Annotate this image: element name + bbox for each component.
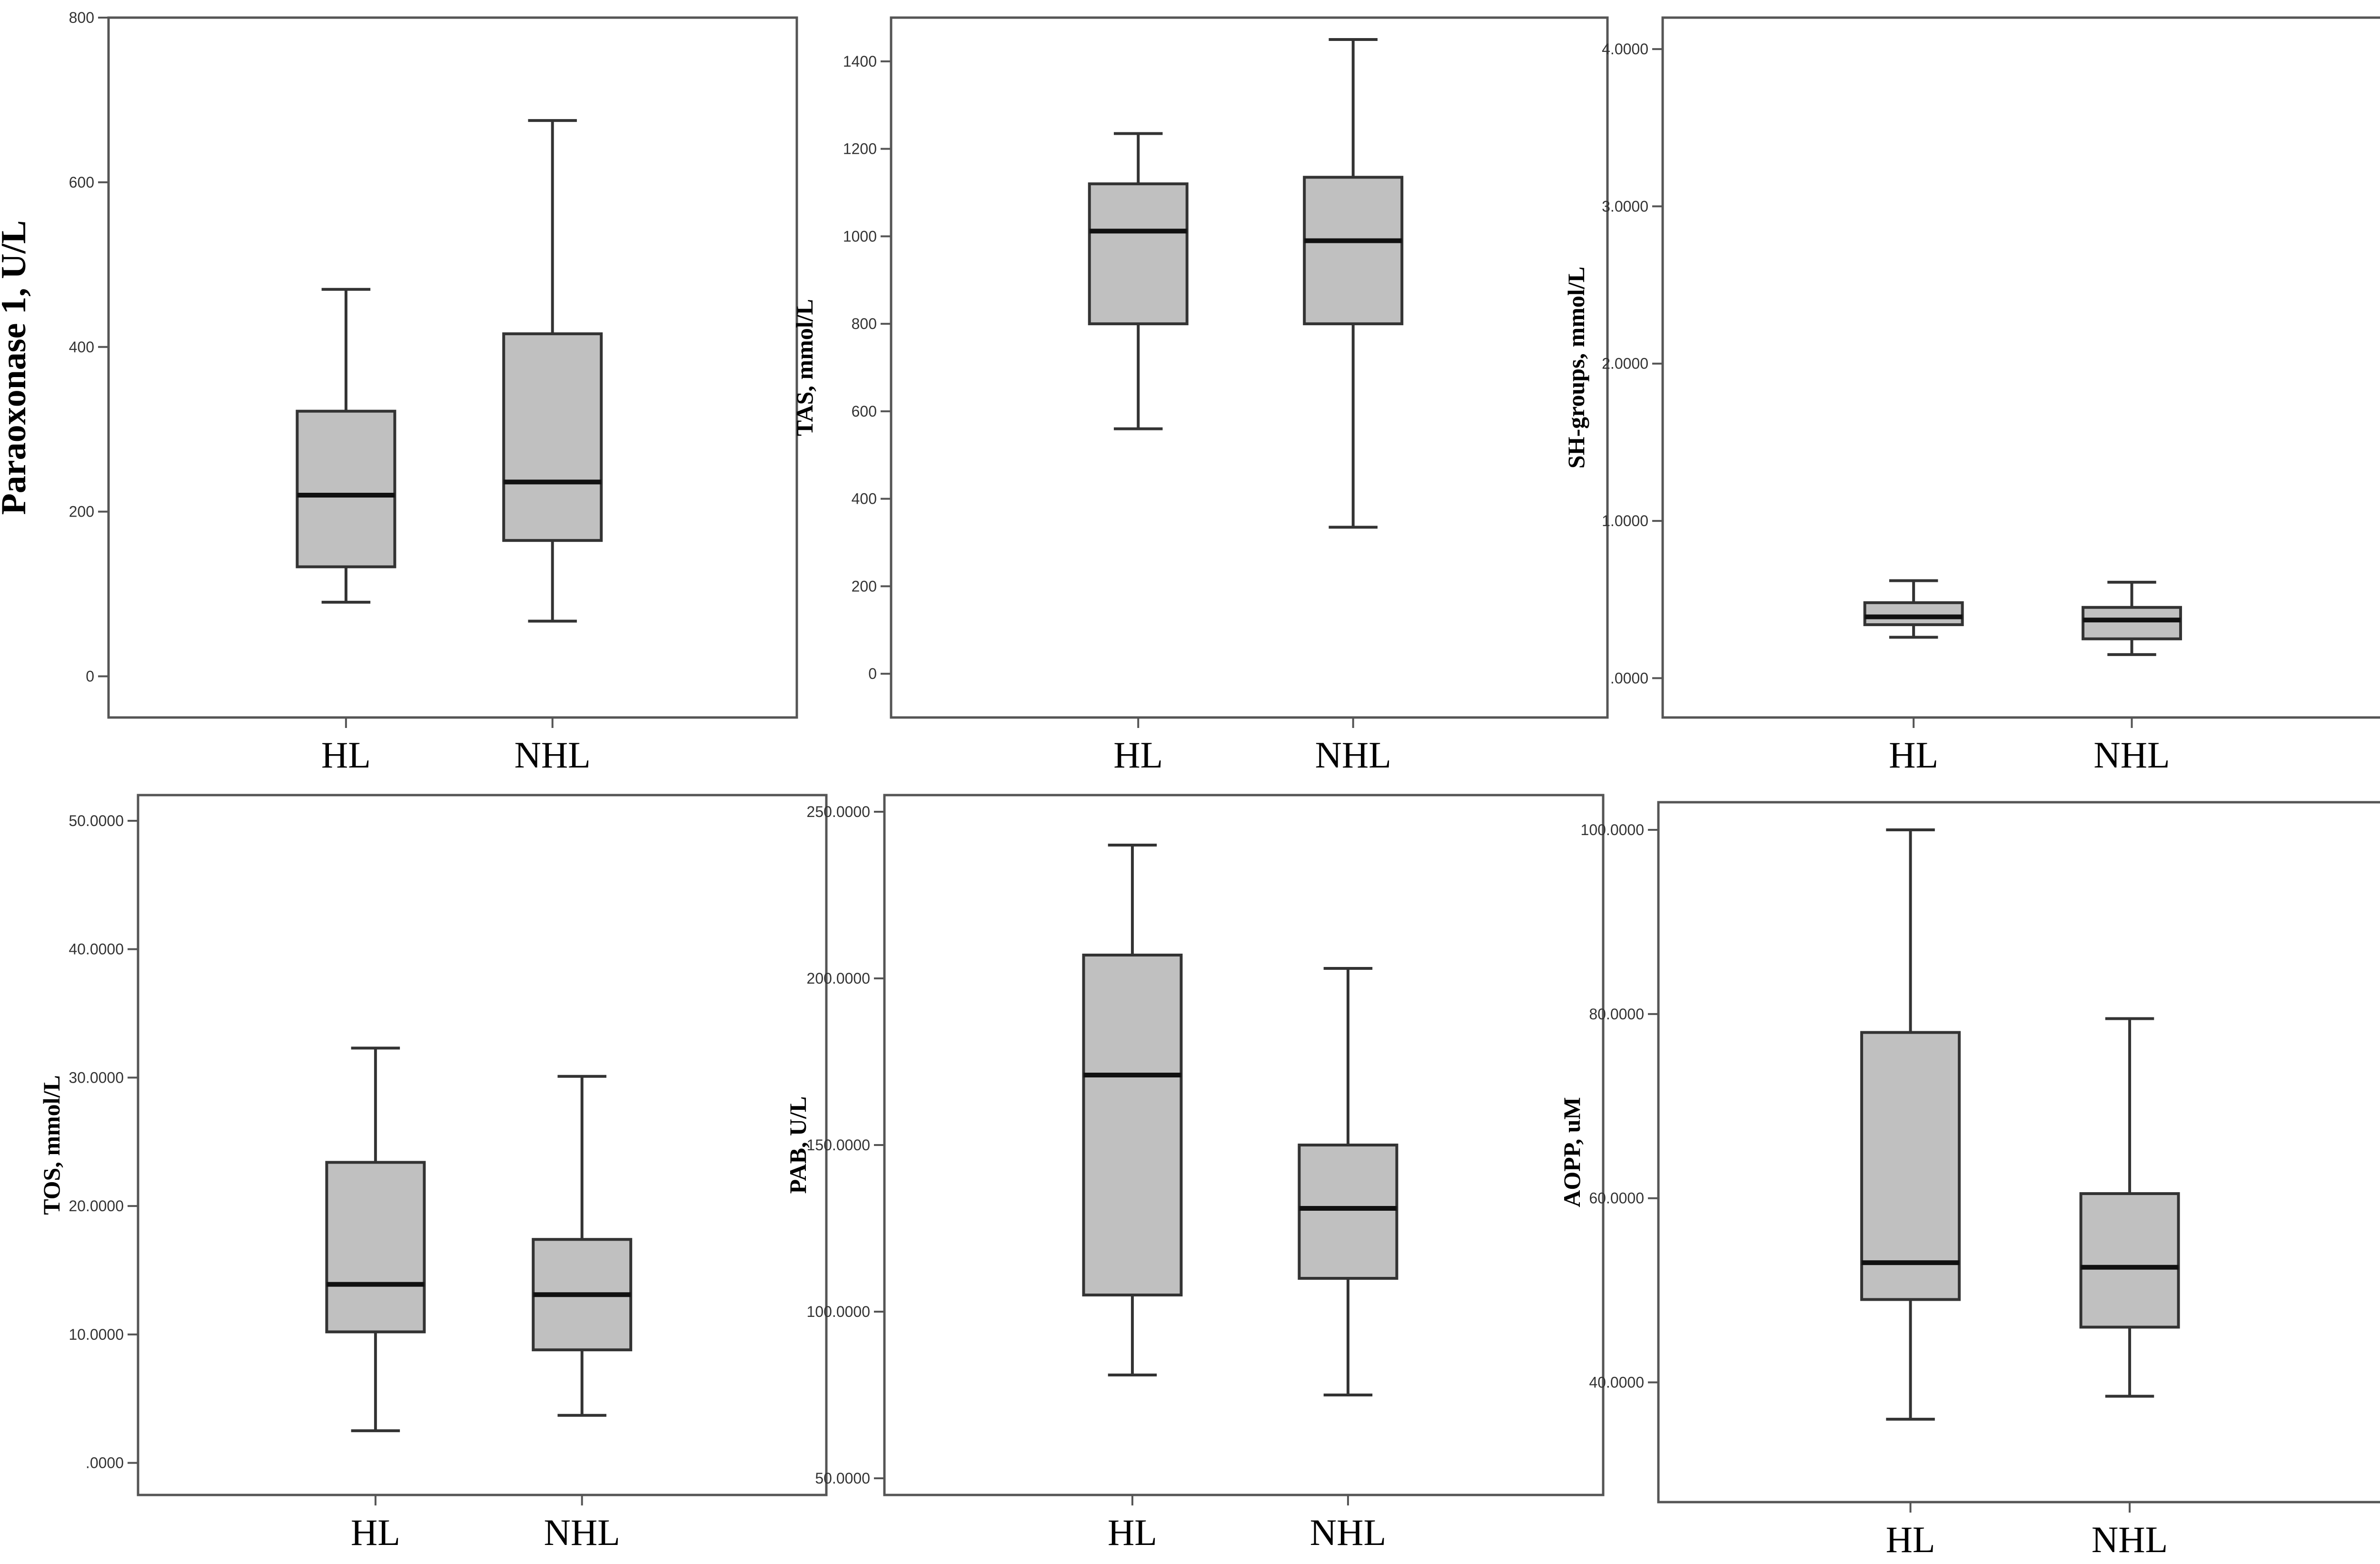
y-tick-label: 4.0000	[1602, 40, 1648, 58]
plot-frame	[107, 16, 798, 719]
plot-frame	[1657, 801, 2380, 1504]
y-axis-label: Paraoxonase 1, U/L	[0, 220, 33, 515]
y-tick-label: 1000	[843, 228, 877, 245]
y-tick-label: 10.0000	[69, 1326, 124, 1343]
iqr-box	[1088, 182, 1189, 326]
box-NHL	[2079, 1017, 2180, 1398]
panel-1: 0 200 400 600 800 Paraoxonase 1, U/L HL NHL	[0, 9, 798, 776]
box-HL	[296, 288, 397, 604]
box-HL	[1863, 579, 1964, 639]
x-category-label: HL	[1113, 734, 1163, 776]
x-category-label: HL	[1108, 1512, 1157, 1553]
x-category-label: NHL	[544, 1512, 620, 1553]
y-tick-label: 100.0000	[1581, 821, 1644, 838]
y-tick-label: 250.0000	[807, 803, 870, 820]
y-tick-label: 200	[69, 503, 94, 520]
y-tick-label: 0	[868, 665, 877, 682]
iqr-box	[1082, 954, 1183, 1296]
y-tick-label: 40.0000	[69, 941, 124, 958]
iqr-box	[502, 332, 603, 542]
plot-frame	[883, 794, 1605, 1496]
y-tick-label: 80.0000	[1589, 1006, 1644, 1023]
iqr-box	[1298, 1144, 1398, 1280]
y-tick-label: 2.0000	[1602, 355, 1648, 372]
panel-4: .0000 10.0000 20.0000 30.0000 40.0000 50.0000…	[38, 794, 828, 1553]
y-tick-label: .0000	[1610, 669, 1648, 687]
box-NHL	[532, 1075, 633, 1417]
x-category-label: HL	[321, 734, 371, 776]
y-tick-label: 400	[852, 490, 877, 508]
y-tick-label: 50.0000	[815, 1470, 870, 1487]
iqr-box	[1860, 1031, 1961, 1301]
x-category-label: NHL	[1310, 1512, 1386, 1553]
box-NHL	[502, 119, 603, 623]
y-tick-label: 3.0000	[1602, 198, 1648, 215]
x-category-label: NHL	[1315, 734, 1391, 776]
box-HL	[1860, 828, 1961, 1421]
iqr-box	[2079, 1192, 2180, 1329]
y-tick-label: 100.0000	[807, 1303, 870, 1320]
y-tick-label: 0	[86, 668, 94, 685]
iqr-box	[325, 1161, 426, 1334]
plot-frame	[137, 794, 828, 1496]
y-tick-label: 1200	[843, 140, 877, 158]
y-tick-label: 40.0000	[1589, 1374, 1644, 1391]
x-category-label: HL	[351, 1512, 400, 1553]
x-category-label: NHL	[2092, 1519, 2168, 1560]
y-axis-label: TOS, mmol/L	[38, 1075, 65, 1215]
x-category-label: NHL	[515, 734, 591, 776]
plot-frame	[1661, 16, 2380, 719]
y-tick-label: 200	[852, 578, 877, 595]
x-category-label: HL	[1889, 734, 1938, 776]
iqr-box	[2082, 606, 2182, 640]
y-axis-label: AOPP, uM	[1558, 1097, 1585, 1207]
box-NHL	[1303, 38, 1404, 529]
y-tick-label: 150.0000	[807, 1136, 870, 1154]
y-tick-label: 800	[69, 9, 94, 26]
panel-2: 0 200 400 600 800 1000 1200 1400 TAS, mmol/L HL NH…	[791, 16, 1609, 776]
iqr-box	[1863, 601, 1964, 627]
y-tick-label: 30.0000	[69, 1069, 124, 1086]
y-tick-label: .0000	[86, 1454, 124, 1472]
y-tick-label: 600	[69, 174, 94, 191]
y-axis-label: TAS, mmol/L	[791, 299, 818, 436]
panel-5: 50.0000 100.0000 150.0000 200.0000 250.0000 P…	[784, 794, 1605, 1553]
iqr-box	[1303, 176, 1404, 326]
y-tick-label: 800	[852, 315, 877, 332]
plot-frame	[890, 16, 1609, 719]
box-NHL	[1298, 967, 1398, 1396]
y-tick-label: 1.0000	[1602, 512, 1648, 529]
y-axis-label: PAB, U/L	[784, 1096, 811, 1194]
y-tick-label: 200.0000	[807, 970, 870, 987]
y-tick-label: 20.0000	[69, 1197, 124, 1215]
y-axis-label: SH-groups, mmol/L	[1563, 267, 1589, 468]
y-tick-label: 60.0000	[1589, 1190, 1644, 1207]
x-category-label: NHL	[2093, 734, 2170, 776]
panel-3: .0000 1.0000 2.0000 3.0000 4.0000 SH-groups, …	[1563, 16, 2380, 776]
box-HL	[1088, 132, 1189, 430]
box-HL	[1082, 844, 1183, 1376]
x-category-label: HL	[1886, 1519, 1935, 1560]
box-NHL	[2082, 580, 2182, 656]
y-tick-label: 1400	[843, 53, 877, 70]
panel-6: 40.0000 60.0000 80.0000 100.0000 AOPP, uM HL N…	[1558, 801, 2380, 1560]
y-tick-label: 50.0000	[69, 812, 124, 829]
y-tick-label: 600	[852, 403, 877, 420]
box-HL	[325, 1046, 426, 1433]
y-tick-label: 400	[69, 339, 94, 356]
iqr-box	[296, 409, 397, 568]
